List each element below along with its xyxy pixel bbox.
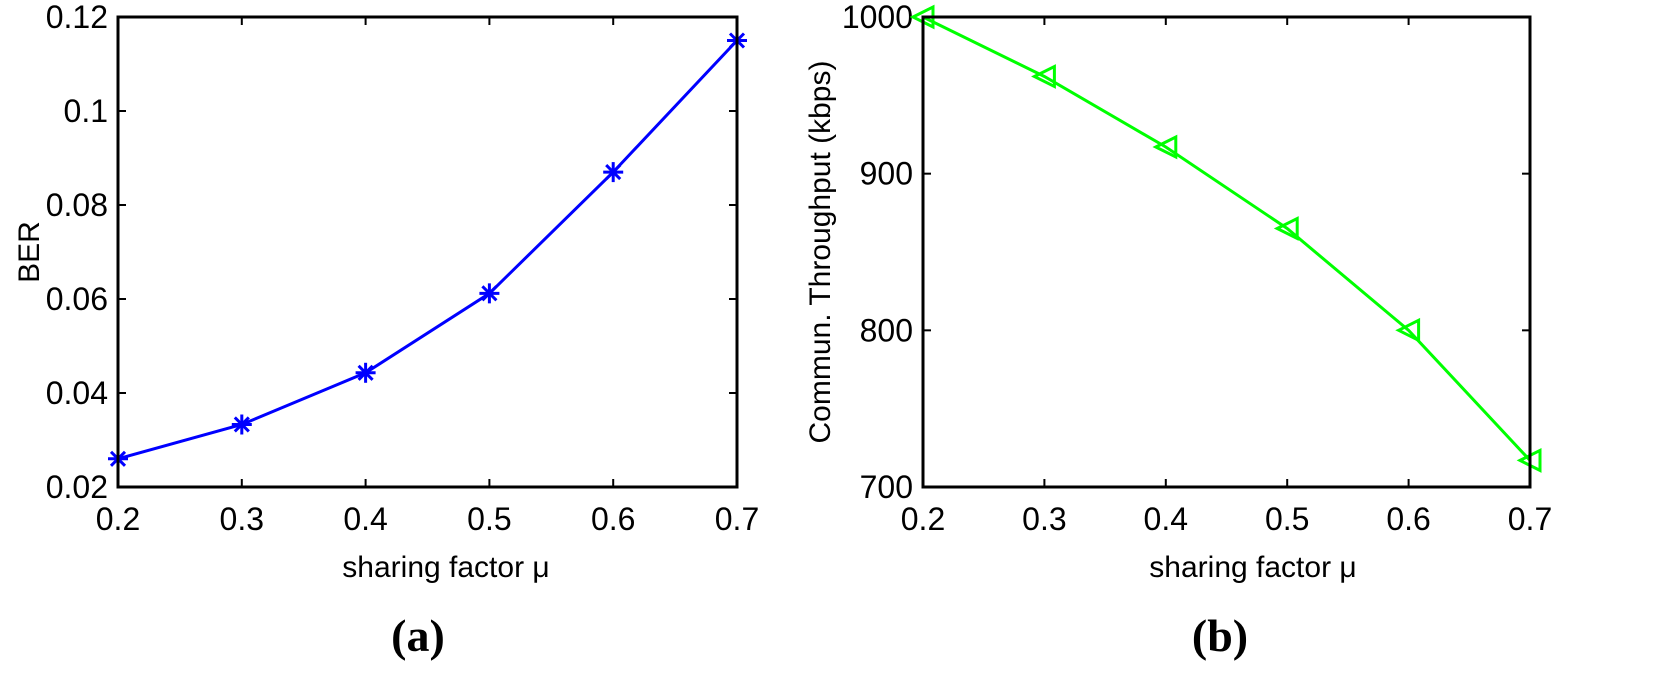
- chart-b-y-axis-label: Commun. Throughput (kbps): [804, 61, 837, 444]
- chart-a-x-tick-label: 0.5: [467, 501, 511, 537]
- chart-b-x-tick-label: 0.6: [1386, 501, 1430, 537]
- chart-a-y-tick-label: 0.12: [46, 0, 108, 35]
- chart-a-series: [108, 30, 747, 469]
- chart-b-ticks: [922, 16, 1531, 488]
- chart-b-x-tick-label: 0.4: [1144, 501, 1188, 537]
- chart-a-x-tick-label: 0.4: [343, 501, 387, 537]
- chart-a-y-tick-label: 0.1: [64, 93, 108, 129]
- chart-a-x-tick-label: 0.7: [715, 501, 759, 537]
- chart-a-series-line: [117, 39, 739, 461]
- chart-b-series: [909, 4, 1542, 473]
- chart-b-data-point: [1031, 64, 1056, 89]
- chart-b-x-tick-label: 0.3: [1022, 501, 1066, 537]
- chart-b-x-axis-label: sharing factor μ: [1149, 551, 1356, 584]
- chart-a-ticks: [117, 16, 738, 488]
- chart-b-data-point: [1395, 317, 1421, 343]
- chart-b-y-tick-label: 800: [860, 312, 913, 348]
- chart-a-data-point: [231, 414, 252, 435]
- chart-b-data-point: [1273, 216, 1299, 241]
- chart-b-y-tick-label: 700: [860, 469, 913, 505]
- chart-b-y-tick-label: 900: [860, 156, 913, 192]
- chart-a-plot-frame: [116, 15, 739, 489]
- chart-a-y-tick-label: 0.04: [46, 375, 108, 411]
- chart-a-x-tick-label: 0.2: [96, 501, 140, 537]
- chart-a-x-tick-labels: 0.2 0.3 0.4 0.5 0.6 0.7: [96, 501, 759, 537]
- chart-b-x-tick-label: 0.5: [1265, 501, 1309, 537]
- chart-a-x-tick-label: 0.3: [220, 501, 264, 537]
- chart-b-y-tick-labels: 700 800 900 1000: [842, 0, 913, 505]
- chart-a-y-tick-labels: 0.02 0.04 0.06 0.08 0.1 0.12: [46, 0, 108, 505]
- chart-a-y-tick-label: 0.08: [46, 187, 108, 223]
- chart-b-y-tick-label: 1000: [842, 0, 913, 35]
- chart-b-data-point: [1152, 134, 1178, 160]
- chart-a-y-axis-label: BER: [13, 221, 46, 283]
- chart-panel-a: 0.2 0.3 0.4 0.5 0.6 0.7 0.020.040.060.080.10.…: [13, 0, 759, 661]
- chart-a-x-axis-label: sharing factor μ: [342, 551, 549, 584]
- chart-b-plot-frame: [921, 15, 1532, 489]
- chart-b-x-tick-label: 0.7: [1508, 501, 1552, 537]
- chart-a-data-point: [479, 283, 500, 304]
- chart-a-data-point: [355, 362, 376, 383]
- chart-b-x-tick-label: 0.2: [901, 501, 945, 537]
- chart-b-panel-label: (b): [1192, 610, 1248, 661]
- chart-a-panel-label: (a): [391, 610, 445, 661]
- chart-b-series-line: [922, 15, 1532, 462]
- chart-a-x-tick-label: 0.6: [591, 501, 635, 537]
- chart-a-y-tick-label: 0.02: [46, 469, 108, 505]
- chart-a-y-tick-label: 0.06: [46, 281, 108, 317]
- chart-b-x-tick-labels: 0.2 0.3 0.4 0.5 0.6 0.7: [901, 501, 1552, 537]
- chart-a-data-point: [603, 162, 624, 183]
- chart-panel-b: 0.2 0.3 0.4 0.5 0.6 0.7 700 800 900 1000 Commun.…: [804, 0, 1552, 661]
